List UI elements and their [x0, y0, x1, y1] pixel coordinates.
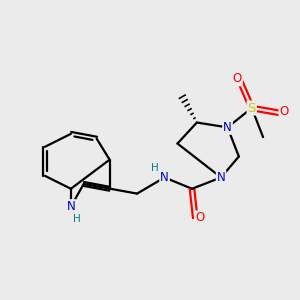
Text: H: H: [73, 214, 80, 224]
Text: H: H: [151, 163, 159, 173]
Text: O: O: [232, 72, 242, 86]
Text: N: N: [160, 171, 169, 184]
Text: N: N: [67, 200, 75, 213]
Text: N: N: [217, 171, 225, 184]
Text: N: N: [223, 121, 232, 134]
Text: O: O: [196, 211, 205, 224]
Text: S: S: [248, 101, 256, 115]
Text: O: O: [279, 105, 289, 118]
